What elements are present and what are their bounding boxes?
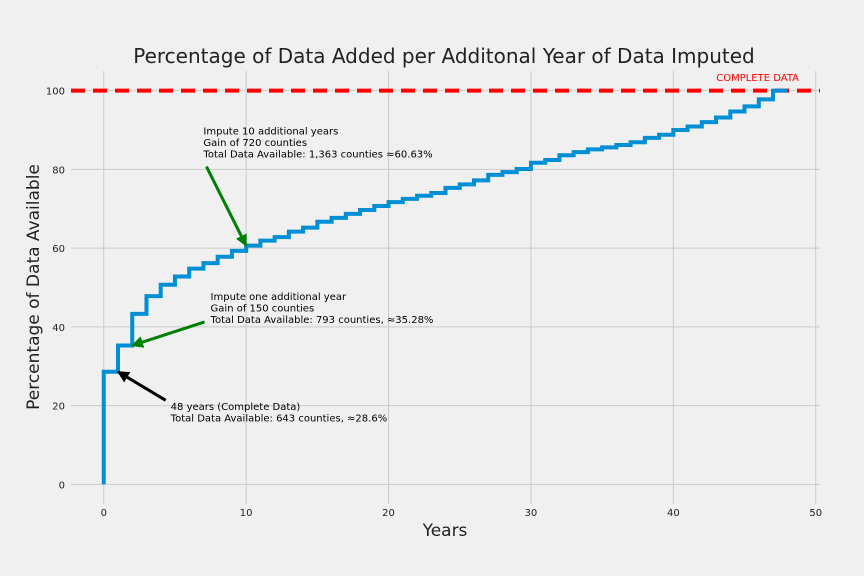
x-tick-label: 10 [240, 508, 253, 519]
x-tick-label: 0 [101, 508, 107, 519]
annotation-line: Total Data Available: 793 counties, ≈35.… [210, 315, 434, 326]
x-tick-label: 30 [525, 508, 538, 519]
annotation-text: 48 years (Complete Data) Total Data Avail… [170, 402, 388, 425]
y-tick-label: 20 [52, 402, 65, 413]
annotation-arrow [116, 370, 167, 402]
annotation-line: Total Data Available: 1,363 counties ≈60… [202, 150, 432, 161]
annotation-line: Gain of 720 counties [203, 138, 307, 149]
annotation-arrow [205, 165, 248, 247]
x-tick-label: 20 [382, 508, 395, 519]
annotation-line: Impute 10 additional years [203, 127, 338, 138]
y-tick-label: 40 [52, 323, 65, 334]
annotations: Impute 10 additional years Gain of 720 co… [116, 127, 434, 425]
annotation-line: 48 years (Complete Data) [171, 402, 301, 413]
y-axis-label: Percentage of Data Available [24, 164, 44, 410]
y-tick-label: 80 [52, 165, 65, 176]
chart-title: Percentage of Data Added per Additonal Y… [133, 44, 755, 68]
annotation-text: Impute one additional year Gain of 150 co… [210, 292, 434, 326]
complete-data-label: COMPLETE DATA [716, 73, 799, 84]
x-axis-label: Years [422, 521, 468, 541]
x-tick-label: 40 [667, 508, 680, 519]
y-tick-label: 60 [52, 244, 65, 255]
data-series-line [101, 88, 788, 485]
annotation-arrow [131, 320, 206, 348]
tick-labels: 0 20 40 60 80 100 0 10 20 30 40 50 [46, 87, 822, 519]
y-tick-label: 0 [59, 480, 65, 491]
plot-area [71, 88, 820, 485]
annotation-text: Impute 10 additional years Gain of 720 co… [202, 127, 432, 161]
annotation-line: Impute one additional year [211, 292, 347, 303]
x-tick-label: 50 [809, 508, 822, 519]
annotation-line: Total Data Available: 643 counties, ≈28.… [170, 413, 388, 424]
annotation-line: Gain of 150 counties [211, 303, 315, 314]
y-tick-label: 100 [46, 87, 65, 98]
